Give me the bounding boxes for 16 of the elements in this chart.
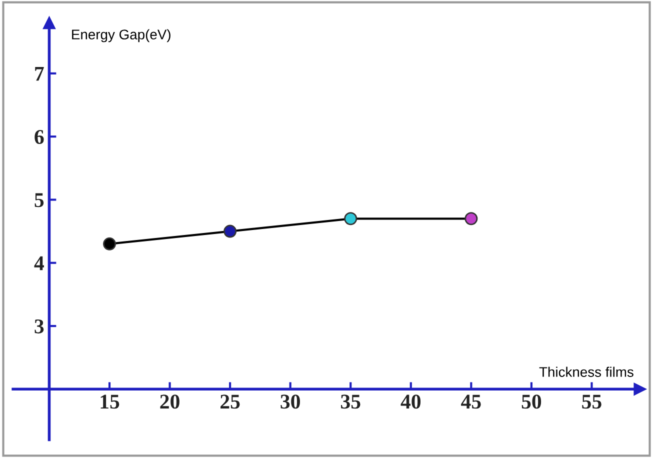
y-tick-label: 7 (35, 67, 44, 81)
x-tick-label: 50 (522, 394, 542, 409)
x-tick-label: 40 (400, 394, 421, 409)
x-tick-label: 20 (160, 394, 180, 409)
y-tick-label: 6 (34, 130, 44, 144)
y-tick-label: 3 (34, 319, 44, 334)
x-tick-label: 55 (582, 394, 602, 409)
x-tick-label: 25 (220, 394, 240, 409)
x-tick-label: 45 (461, 394, 481, 409)
x-tick-label: 15 (100, 394, 120, 409)
y-tick-label: 4 (34, 256, 44, 270)
y-tick-label: 5 (34, 193, 44, 208)
x-axis-title: Thickness films (539, 366, 634, 377)
x-tick-label: 35 (340, 394, 360, 409)
x-tick-label: 30 (280, 394, 300, 409)
y-axis-title: Energy Gap(eV) (72, 29, 170, 42)
